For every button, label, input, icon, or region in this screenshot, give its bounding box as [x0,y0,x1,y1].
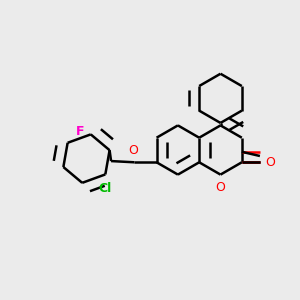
Text: O: O [216,181,225,194]
Text: Cl: Cl [99,182,112,195]
Text: O: O [265,156,275,169]
Text: F: F [76,125,84,139]
Text: O: O [129,144,139,157]
